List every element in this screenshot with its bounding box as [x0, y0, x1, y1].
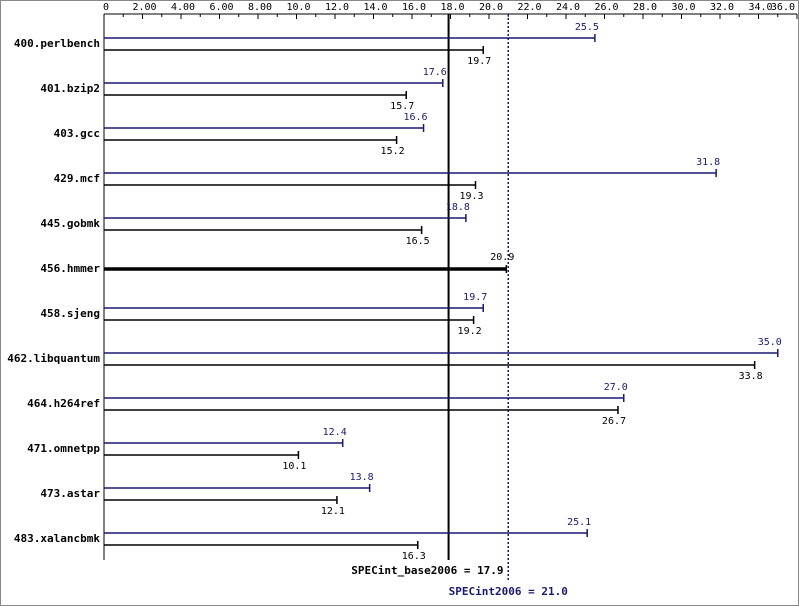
base-value-label: 15.7	[390, 101, 414, 112]
category-label: 429.mcf	[54, 172, 100, 185]
peak-value-label: 18.8	[446, 202, 470, 213]
x-tick-label: 20.0	[479, 2, 503, 13]
x-tick-label: 36.0	[771, 2, 795, 13]
x-tick-label: 16.0	[402, 2, 426, 13]
x-tick-label: 32.0	[710, 2, 734, 13]
category-label: 473.astar	[40, 487, 100, 500]
x-tick-label: 6.00	[209, 2, 233, 13]
peak-value-label: 27.0	[604, 382, 628, 393]
category-label: 401.bzip2	[40, 82, 100, 95]
base-value-label: 33.8	[739, 371, 763, 382]
category-label: 471.omnetpp	[27, 442, 100, 455]
category-label: 458.sjeng	[40, 307, 100, 320]
x-tick-label: 10.0	[286, 2, 310, 13]
peak-value-label: 31.8	[696, 157, 720, 168]
category-label: 462.libquantum	[7, 352, 100, 365]
base-value-label: 12.1	[321, 506, 345, 517]
x-tick-label: 8.00	[248, 2, 272, 13]
x-tick-label: 28.0	[633, 2, 657, 13]
x-tick-label: 0	[103, 2, 109, 13]
base-mean-label: SPECint_base2006 = 17.9	[351, 564, 503, 577]
peak-value-label: 35.0	[758, 337, 782, 348]
base-value-label: 19.2	[458, 326, 482, 337]
base-value-label: 19.3	[459, 191, 483, 202]
base-value-label: 26.7	[602, 416, 626, 427]
x-tick-label: 34.0	[748, 2, 772, 13]
base-value-label: 10.1	[282, 461, 306, 472]
category-label: 445.gobmk	[40, 217, 100, 230]
x-tick-label: 30.0	[671, 2, 695, 13]
category-label: 456.hmmer	[40, 262, 100, 275]
peak-mean-label: SPECint2006 = 21.0	[449, 585, 568, 598]
peak-value-label: 25.5	[575, 22, 599, 33]
category-label: 400.perlbench	[14, 37, 100, 50]
base-value-label: 19.7	[467, 56, 491, 67]
peak-value-label: 16.6	[404, 112, 428, 123]
x-tick-label: 24.0	[556, 2, 580, 13]
category-label: 464.h264ref	[27, 397, 100, 410]
x-tick-label: 12.0	[325, 2, 349, 13]
x-tick-label: 26.0	[594, 2, 618, 13]
peak-value-label: 25.1	[567, 517, 591, 528]
base-value-label: 15.2	[381, 146, 405, 157]
peak-value-label: 17.6	[423, 67, 447, 78]
peak-value-label: 13.8	[350, 472, 374, 483]
base-value-label: 20.9	[490, 252, 514, 263]
peak-value-label: 12.4	[323, 427, 347, 438]
x-tick-label: 22.0	[517, 2, 541, 13]
x-tick-label: 2.00	[132, 2, 156, 13]
category-label: 483.xalancbmk	[14, 532, 100, 545]
category-label: 403.gcc	[54, 127, 100, 140]
x-tick-label: 4.00	[171, 2, 195, 13]
x-tick-label: 18.0	[440, 2, 464, 13]
x-tick-label: 14.0	[363, 2, 387, 13]
base-value-label: 16.3	[402, 551, 426, 562]
base-value-label: 16.5	[406, 236, 430, 247]
peak-value-label: 19.7	[463, 292, 487, 303]
